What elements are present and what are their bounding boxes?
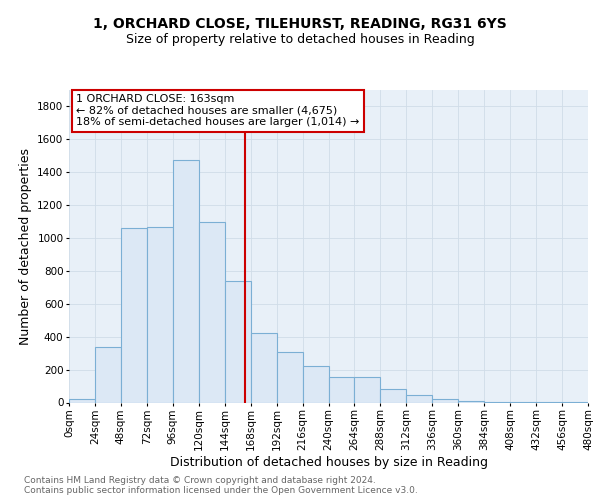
Text: Size of property relative to detached houses in Reading: Size of property relative to detached ho… — [125, 32, 475, 46]
Text: 1, ORCHARD CLOSE, TILEHURST, READING, RG31 6YS: 1, ORCHARD CLOSE, TILEHURST, READING, RG… — [93, 18, 507, 32]
Bar — [95, 346, 121, 403]
Bar — [225, 281, 251, 402]
Bar — [380, 390, 406, 402]
X-axis label: Distribution of detached houses by size in Reading: Distribution of detached houses by size … — [170, 456, 487, 468]
Bar — [406, 395, 432, 402]
Bar — [69, 399, 95, 402]
Text: Contains HM Land Registry data © Crown copyright and database right 2024.
Contai: Contains HM Land Registry data © Crown c… — [24, 476, 418, 495]
Y-axis label: Number of detached properties: Number of detached properties — [19, 148, 32, 345]
Bar — [458, 401, 484, 402]
Bar — [121, 228, 147, 402]
Bar — [277, 352, 302, 403]
Bar — [355, 377, 380, 402]
Bar — [432, 399, 458, 402]
Bar — [173, 160, 199, 402]
Bar — [329, 377, 355, 402]
Bar — [302, 366, 329, 402]
Text: 1 ORCHARD CLOSE: 163sqm
← 82% of detached houses are smaller (4,675)
18% of semi: 1 ORCHARD CLOSE: 163sqm ← 82% of detache… — [76, 94, 359, 128]
Bar — [251, 334, 277, 402]
Bar — [147, 226, 173, 402]
Bar — [199, 222, 224, 402]
